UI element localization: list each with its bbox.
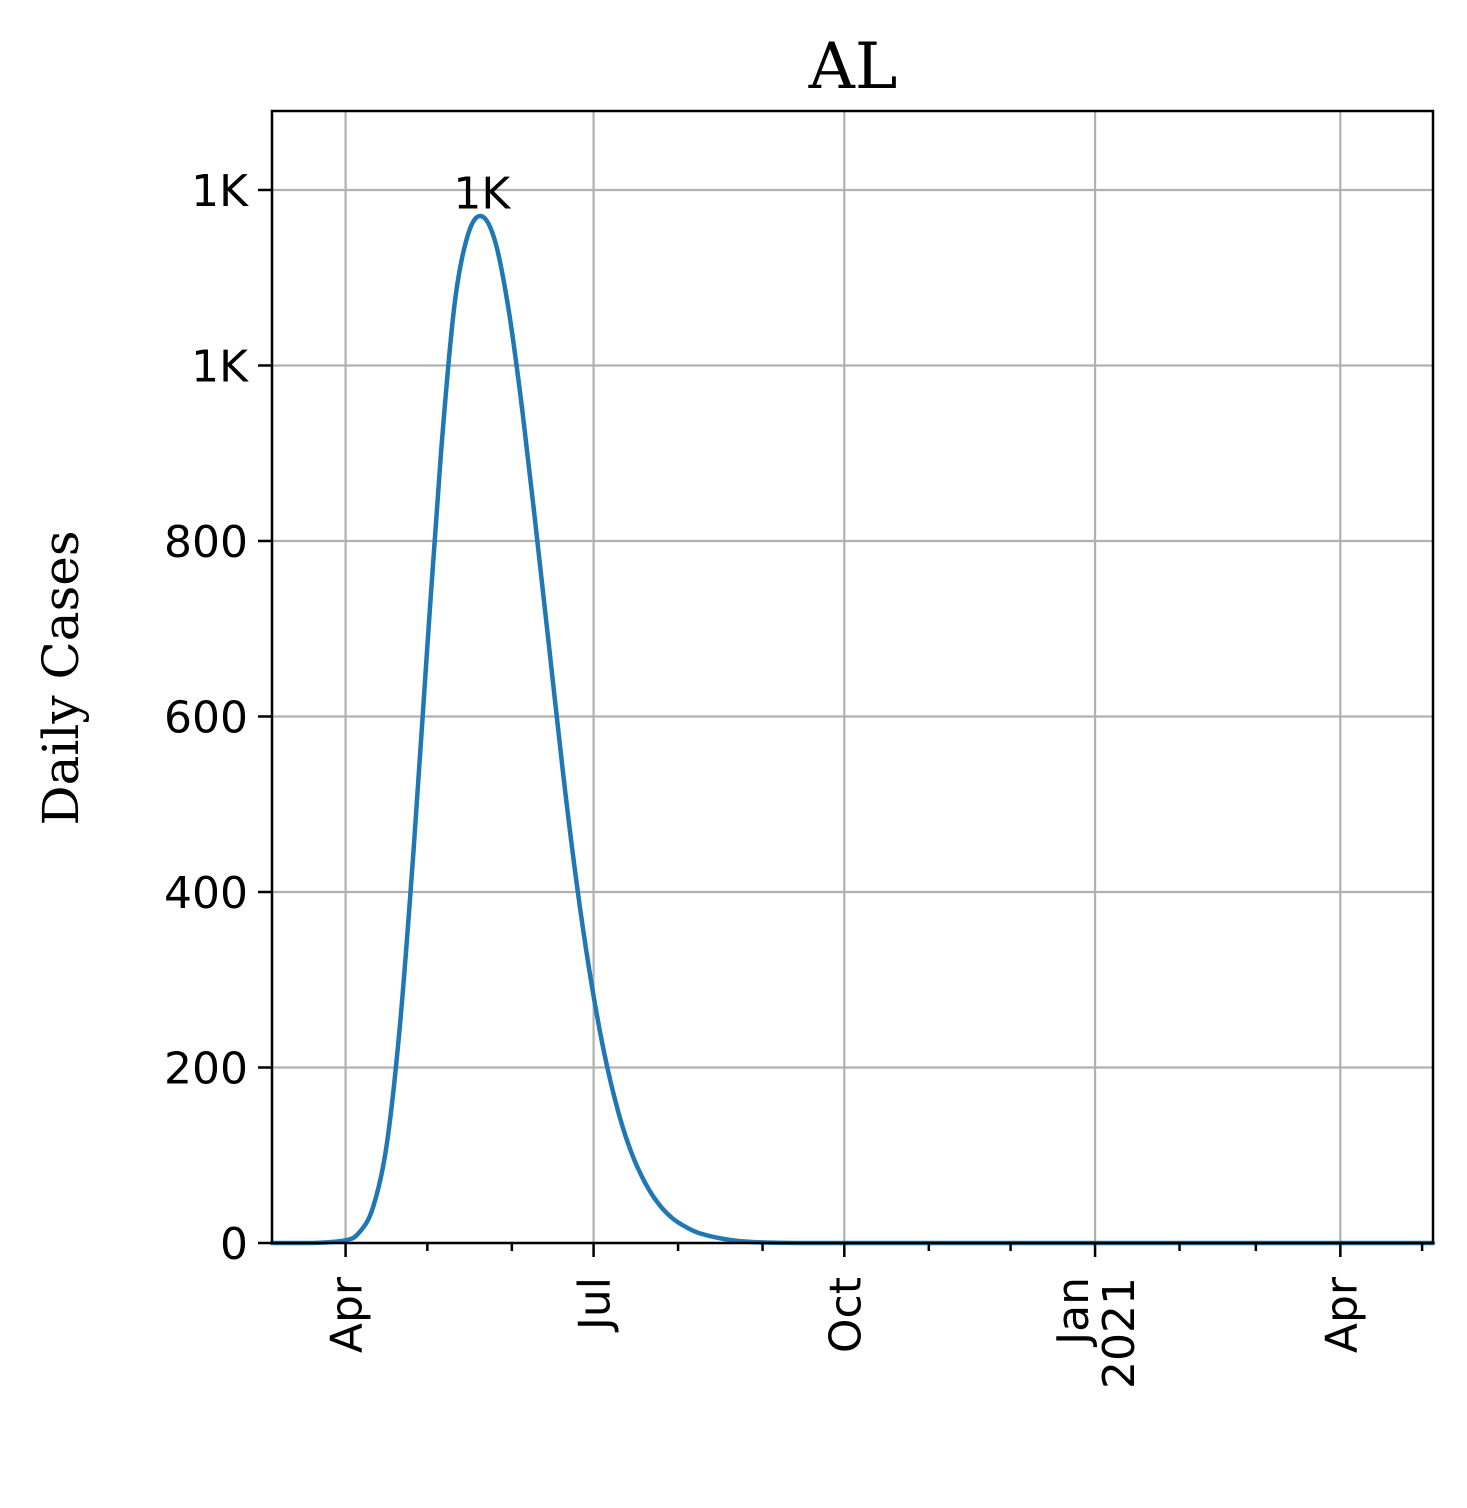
y-tick-label: 200 (164, 1043, 248, 1094)
series-line (269, 213, 1436, 1246)
peak-annotation: 1K (453, 168, 511, 219)
x-tick-label: Oct (820, 1277, 871, 1353)
plot-area-frame (270, 109, 1435, 1245)
plot-series (269, 213, 1436, 1246)
y-tick-label: 800 (164, 517, 248, 568)
chart-title: AL (808, 30, 898, 104)
x-tick-label: Jan2021 (1048, 1277, 1145, 1389)
y-tick-label: 0 (220, 1219, 248, 1270)
x-tick-label: Apr (322, 1276, 373, 1353)
x-tick-label: Apr (1316, 1276, 1367, 1353)
y-axis-label: Daily Cases (32, 531, 90, 826)
annotations: 1K (453, 168, 511, 219)
grid-lines (272, 111, 1433, 1245)
y-tick-label: 400 (164, 868, 248, 919)
x-tick-label: Jul (570, 1277, 621, 1333)
y-tick-label: 1K (191, 166, 249, 217)
axis-ticks: Apr Jul Oct Jan2021 Apr 0 200 400 600 800 1K 1K (164, 166, 1424, 1389)
y-tick-label: 600 (164, 692, 248, 743)
y-tick-label: 1K (191, 341, 249, 392)
